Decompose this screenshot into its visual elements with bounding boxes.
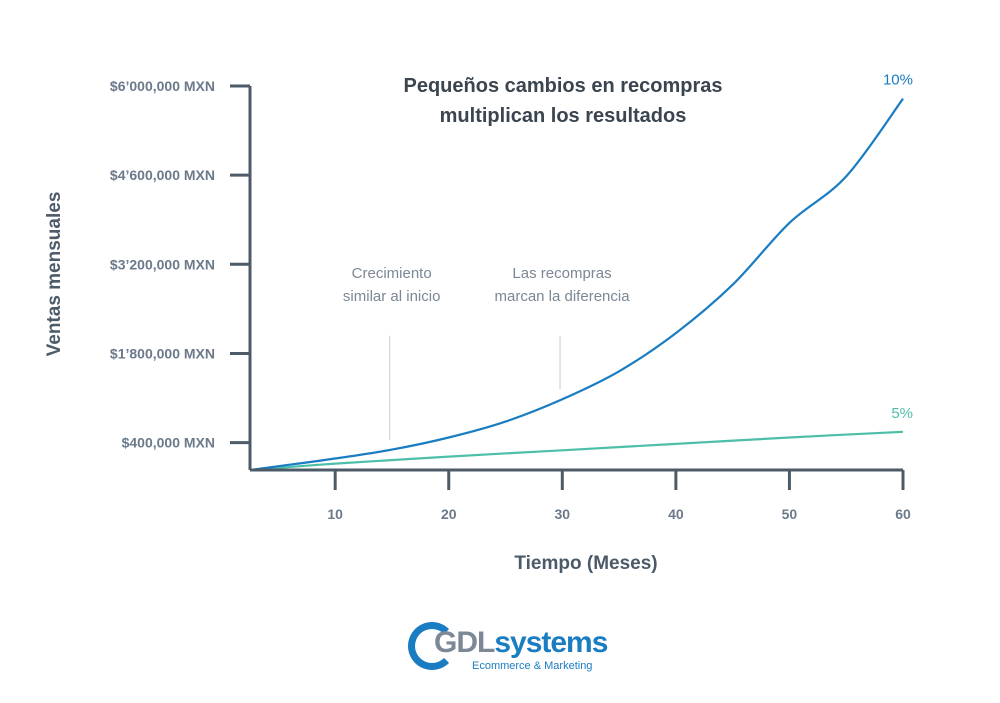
y-tick-label: $400,000 MXN xyxy=(122,435,215,451)
x-tick-label: 60 xyxy=(895,506,911,522)
x-axis-title: Tiempo (Meses) xyxy=(514,553,657,574)
logo-mark-icon xyxy=(408,622,456,670)
x-tick-label: 20 xyxy=(441,506,457,522)
x-tick-label: 30 xyxy=(555,506,571,522)
y-axis-title: Ventas mensuales xyxy=(44,192,65,357)
annotation-text: similar al inicio xyxy=(343,288,441,305)
y-tick-label: $1’800,000 MXN xyxy=(110,345,215,361)
series-labels: 10% 5% xyxy=(883,72,913,422)
series-line xyxy=(249,430,904,472)
gdl-systems-logo: GDLsystems Ecommerce & Marketing xyxy=(408,620,608,680)
x-tick-label: 50 xyxy=(782,506,798,522)
annotations: Crecimiento similar al inicio Las recompra… xyxy=(343,265,630,441)
logo-tagline: Ecommerce & Marketing xyxy=(472,660,593,672)
series-label: 10% xyxy=(883,72,913,89)
chart: Pequeños cambios en recompras multiplica… xyxy=(44,72,913,574)
annotation-text: marcan la diferencia xyxy=(494,288,630,305)
y-tick-label: $4’600,000 MXN xyxy=(110,167,215,183)
chart-title-line2: multiplican los resultados xyxy=(440,105,687,127)
annotation-text: Las recompras xyxy=(512,265,611,282)
x-tick-label: 40 xyxy=(668,506,684,522)
series-lines xyxy=(249,98,904,472)
axes: $400,000 MXN $1’800,000 MXN $3’200,000 MXN… xyxy=(110,78,911,522)
series-line xyxy=(249,98,904,472)
chart-title-line1: Pequeños cambios en recompras xyxy=(403,75,722,97)
logo-wordmark: GDLsystems xyxy=(434,626,608,659)
series-label: 5% xyxy=(891,405,913,422)
y-tick-label: $3’200,000 MXN xyxy=(110,256,215,272)
annotation-text: Crecimiento xyxy=(352,265,432,282)
x-tick-label: 10 xyxy=(327,506,343,522)
y-tick-label: $6’000,000 MXN xyxy=(110,78,215,94)
logo-brand-gdl: GDL xyxy=(434,626,495,659)
logo-brand-systems: systems xyxy=(494,626,608,659)
